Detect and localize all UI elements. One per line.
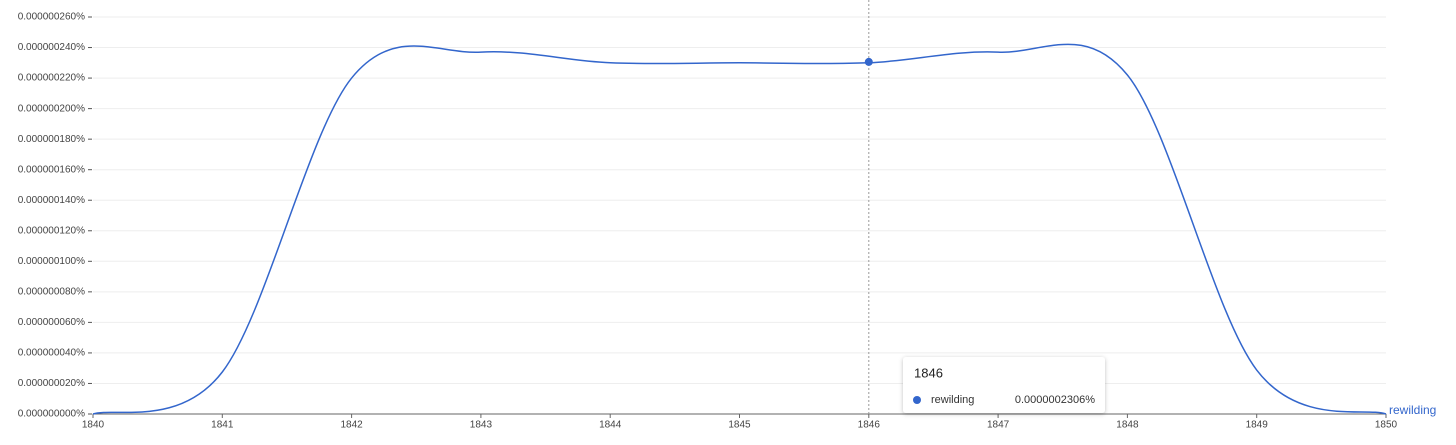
tooltip-box (903, 357, 1105, 413)
x-tick-label: 1848 (1116, 420, 1139, 431)
hover-point (864, 57, 873, 66)
x-tick-label: 1842 (340, 420, 363, 431)
x-tick-label: 1846 (858, 420, 881, 431)
y-tick-label: 0.000000180% (18, 134, 85, 145)
series-end-label: rewilding (1389, 403, 1436, 417)
y-tick-label: 0.000000220% (18, 73, 85, 84)
tooltip-title: 1846 (914, 365, 943, 380)
y-tick-label: 0.000000020% (18, 378, 85, 389)
y-tick-label: 0.000000000% (18, 409, 85, 420)
y-tick-label: 0.000000100% (18, 256, 85, 267)
y-tick-label: 0.000000260% (18, 12, 85, 23)
y-tick-label: 0.000000240% (18, 42, 85, 53)
tooltip-series: rewilding (931, 394, 974, 406)
y-tick-label: 0.000000160% (18, 164, 85, 175)
tooltip-dot (913, 396, 921, 404)
x-tick-label: 1850 (1375, 420, 1398, 431)
y-tick-label: 0.000000080% (18, 286, 85, 297)
y-tick-label: 0.000000140% (18, 195, 85, 206)
y-tick-label: 0.000000040% (18, 348, 85, 359)
x-tick-label: 1844 (599, 420, 622, 431)
y-tick-label: 0.000000060% (18, 317, 85, 328)
x-tick-label: 1840 (82, 420, 105, 431)
y-tick-label: 0.000000120% (18, 225, 85, 236)
x-tick-label: 1845 (728, 420, 751, 431)
tooltip-value: 0.0000002306% (1015, 394, 1095, 406)
x-tick-label: 1847 (987, 420, 1010, 431)
x-tick-label: 1841 (211, 420, 234, 431)
line-series (92, 43, 1387, 415)
y-tick-label: 0.000000200% (18, 103, 85, 114)
x-tick-label: 1843 (470, 420, 493, 431)
x-tick-label: 1849 (1246, 420, 1269, 431)
